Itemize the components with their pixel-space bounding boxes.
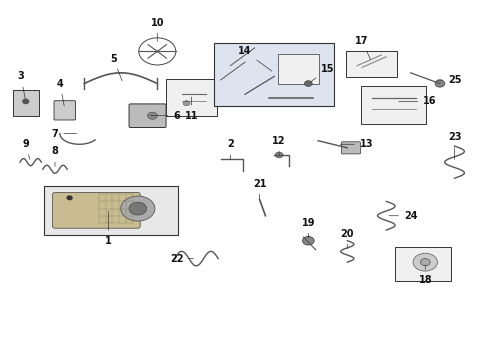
- Circle shape: [420, 258, 430, 266]
- FancyBboxPatch shape: [278, 54, 319, 84]
- Text: 12: 12: [272, 136, 286, 156]
- Text: 19: 19: [301, 218, 315, 238]
- Circle shape: [183, 101, 190, 106]
- FancyBboxPatch shape: [129, 104, 166, 127]
- FancyBboxPatch shape: [395, 247, 451, 281]
- Circle shape: [275, 152, 283, 158]
- Text: 2: 2: [227, 139, 234, 159]
- Text: 10: 10: [150, 18, 164, 41]
- Text: 9: 9: [23, 139, 30, 159]
- Text: 22: 22: [170, 253, 194, 264]
- Circle shape: [23, 99, 29, 104]
- FancyBboxPatch shape: [54, 101, 75, 120]
- Text: 3: 3: [18, 71, 25, 99]
- Text: 25: 25: [438, 75, 461, 85]
- FancyBboxPatch shape: [346, 51, 397, 77]
- Text: 5: 5: [110, 54, 122, 81]
- Circle shape: [302, 237, 314, 245]
- Circle shape: [67, 196, 72, 200]
- Text: 24: 24: [389, 211, 417, 221]
- Text: 20: 20: [341, 229, 354, 249]
- Text: 14: 14: [238, 46, 272, 71]
- Circle shape: [121, 196, 155, 221]
- Text: 13: 13: [341, 139, 373, 149]
- FancyBboxPatch shape: [13, 90, 39, 116]
- Text: 7: 7: [51, 129, 76, 139]
- Text: 18: 18: [418, 265, 432, 285]
- Text: 17: 17: [355, 36, 370, 60]
- Text: 16: 16: [399, 96, 437, 107]
- Text: 23: 23: [448, 132, 461, 159]
- FancyBboxPatch shape: [361, 86, 426, 123]
- Circle shape: [129, 202, 147, 215]
- Circle shape: [147, 112, 157, 119]
- Text: 6: 6: [150, 111, 180, 121]
- Text: 1: 1: [105, 211, 112, 246]
- Circle shape: [304, 81, 312, 86]
- FancyBboxPatch shape: [44, 186, 178, 235]
- Circle shape: [435, 80, 445, 87]
- Text: 8: 8: [51, 147, 58, 167]
- FancyBboxPatch shape: [166, 79, 217, 116]
- Text: 11: 11: [185, 97, 198, 121]
- Text: 15: 15: [311, 64, 335, 82]
- FancyBboxPatch shape: [214, 43, 334, 106]
- Text: 4: 4: [56, 78, 64, 106]
- Text: 21: 21: [253, 179, 267, 199]
- FancyBboxPatch shape: [52, 193, 140, 228]
- FancyBboxPatch shape: [342, 142, 361, 154]
- Circle shape: [413, 253, 438, 271]
